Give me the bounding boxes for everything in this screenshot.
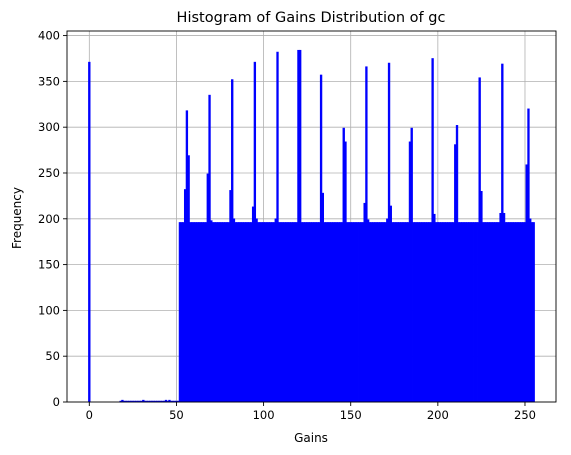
x-axis-label: Gains	[294, 431, 328, 445]
x-tick-label: 150	[340, 408, 362, 422]
y-axis-label: Frequency	[10, 187, 24, 249]
x-tick-label: 50	[169, 408, 184, 422]
x-tick-label: 250	[514, 408, 536, 422]
y-tick-label: 350	[38, 74, 60, 88]
histogram-bar	[532, 222, 535, 403]
y-tick-label: 50	[45, 349, 60, 363]
x-tick-label: 100	[253, 408, 275, 422]
y-tick-label: 400	[38, 29, 60, 43]
x-tick-label: 200	[427, 408, 449, 422]
y-tick-label: 200	[38, 212, 60, 226]
y-tick-label: 100	[38, 303, 60, 317]
y-tick-label: 250	[38, 166, 60, 180]
axes: 0 50 100 150 200 250 0 50 100 150 200 250 300 350 400	[38, 29, 536, 422]
histogram-bars	[88, 49, 535, 403]
y-tick-label: 150	[38, 258, 60, 272]
grid-lines	[67, 31, 556, 403]
plot-frame	[66, 30, 557, 403]
y-tick-label: 300	[38, 120, 60, 134]
histogram-bar	[88, 61, 91, 403]
y-tick-label: 0	[53, 395, 60, 409]
x-tick-label: 0	[86, 408, 93, 422]
chart-title: Histogram of Gains Distribution of gc	[177, 10, 446, 26]
